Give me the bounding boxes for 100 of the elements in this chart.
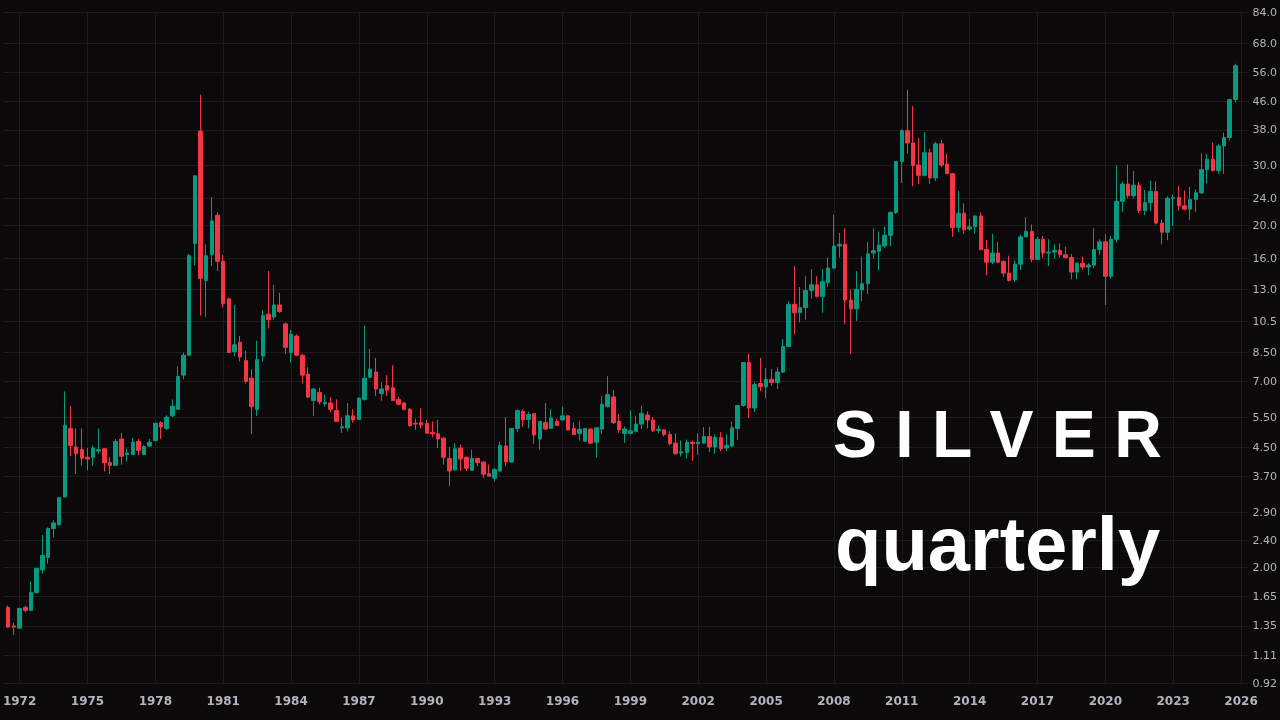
text: S I L V E R <box>833 397 1162 471</box>
candlestick <box>328 396 333 413</box>
candlestick <box>713 433 717 455</box>
candlestick <box>334 398 339 422</box>
candlestick <box>549 408 553 430</box>
candlestick <box>526 411 531 429</box>
y-tick-label: 0.92 <box>1252 676 1278 690</box>
candlestick <box>68 405 73 457</box>
x-tick-label: 2005 <box>749 694 783 708</box>
candlestick <box>193 174 197 266</box>
candlestick <box>272 284 276 321</box>
candlestick <box>63 390 67 499</box>
candlestick <box>136 438 141 456</box>
candlestick <box>815 275 819 299</box>
candlestick <box>560 406 565 421</box>
candlestick <box>1041 235 1045 259</box>
y-tick-label: 46.0 <box>1252 95 1278 109</box>
candlestick <box>261 309 265 363</box>
y-tick-label: 2.40 <box>1252 533 1278 547</box>
candlestick <box>504 416 508 467</box>
candlestick <box>900 128 904 184</box>
candlestick <box>1103 233 1108 306</box>
candlestick <box>1030 224 1034 263</box>
y-tick-label: 68.0 <box>1252 36 1278 50</box>
candlestick <box>153 422 158 443</box>
candlestick <box>119 432 124 466</box>
candlestick <box>323 394 327 408</box>
candlestick <box>555 418 559 427</box>
candlestick <box>317 387 322 405</box>
candlestick <box>566 414 570 431</box>
candlestick <box>764 367 768 399</box>
x-tick-label: 2014 <box>952 694 987 708</box>
candlestick <box>1137 181 1141 214</box>
candlestick <box>707 426 712 453</box>
candlestick <box>204 243 208 318</box>
candlestick <box>238 335 242 363</box>
candlestick <box>962 202 966 235</box>
candlestick <box>679 440 683 458</box>
x-tick-label: 2008 <box>817 694 851 708</box>
candlestick <box>922 131 927 177</box>
candlestick <box>843 227 847 325</box>
y-tick-label: 10.5 <box>1252 314 1278 328</box>
y-tick-label: 4.50 <box>1252 440 1278 454</box>
candlestick <box>289 329 293 363</box>
candlestick <box>662 428 666 438</box>
candlestick <box>447 446 452 487</box>
candlestick <box>198 94 203 317</box>
candlestick <box>1188 186 1192 221</box>
candlestick <box>210 196 214 267</box>
x-tick-label: 1990 <box>410 694 444 708</box>
y-tick-label: 7.00 <box>1252 374 1278 388</box>
y-tick-label: 16.0 <box>1252 251 1278 265</box>
candlestick <box>696 432 700 456</box>
x-tick-label: 2017 <box>1020 694 1055 708</box>
candlestick <box>379 381 384 402</box>
candlestick <box>266 270 271 329</box>
candlestick <box>17 607 22 629</box>
y-tick-label: 8.50 <box>1252 346 1278 359</box>
candlestick <box>588 427 593 445</box>
x-tick-label: 2026 <box>1224 694 1258 708</box>
candlestick <box>752 381 757 413</box>
candlestick <box>956 190 961 233</box>
candlestick <box>227 297 231 353</box>
candlestick <box>685 439 689 459</box>
x-tick-label: 1984 <box>274 694 308 708</box>
candlestick <box>792 265 797 335</box>
candlestick <box>1035 236 1040 260</box>
candlestick <box>521 408 525 428</box>
candlestick <box>74 427 78 475</box>
candlestick <box>164 414 169 431</box>
candlestick <box>159 420 163 440</box>
candlestick <box>232 304 237 357</box>
candlestick <box>311 387 316 417</box>
candlestick <box>1126 164 1130 199</box>
candlestick <box>849 288 853 355</box>
candlestick <box>690 440 695 462</box>
candlestick <box>928 148 932 185</box>
x-tick-label: 2020 <box>1088 694 1123 708</box>
y-tick-label: 2.90 <box>1252 505 1278 519</box>
x-tick-label: 1996 <box>545 694 580 708</box>
candlestick <box>255 340 259 417</box>
y-tick-label: 3.70 <box>1252 469 1278 483</box>
candlestick <box>933 141 938 182</box>
candlestick <box>125 448 129 463</box>
candlestick <box>1080 256 1085 271</box>
y-tick-label: 1.11 <box>1252 648 1278 662</box>
y-tick-label: 13.0 <box>1252 282 1278 296</box>
candlestick <box>656 425 661 434</box>
candlestick <box>1211 142 1215 173</box>
candlestick <box>283 322 288 355</box>
candlestick <box>769 368 774 387</box>
y-tick-label: 38.0 <box>1252 123 1278 137</box>
y-tick-label: 2.00 <box>1252 561 1278 575</box>
candlestick <box>23 604 28 613</box>
y-tick-label: 56.0 <box>1252 65 1278 79</box>
x-tick-label: 1999 <box>613 694 648 708</box>
candlestick <box>453 442 457 472</box>
y-tick-label: 30.0 <box>1252 158 1278 172</box>
candlestick <box>990 233 995 265</box>
candlestick <box>1075 261 1079 280</box>
